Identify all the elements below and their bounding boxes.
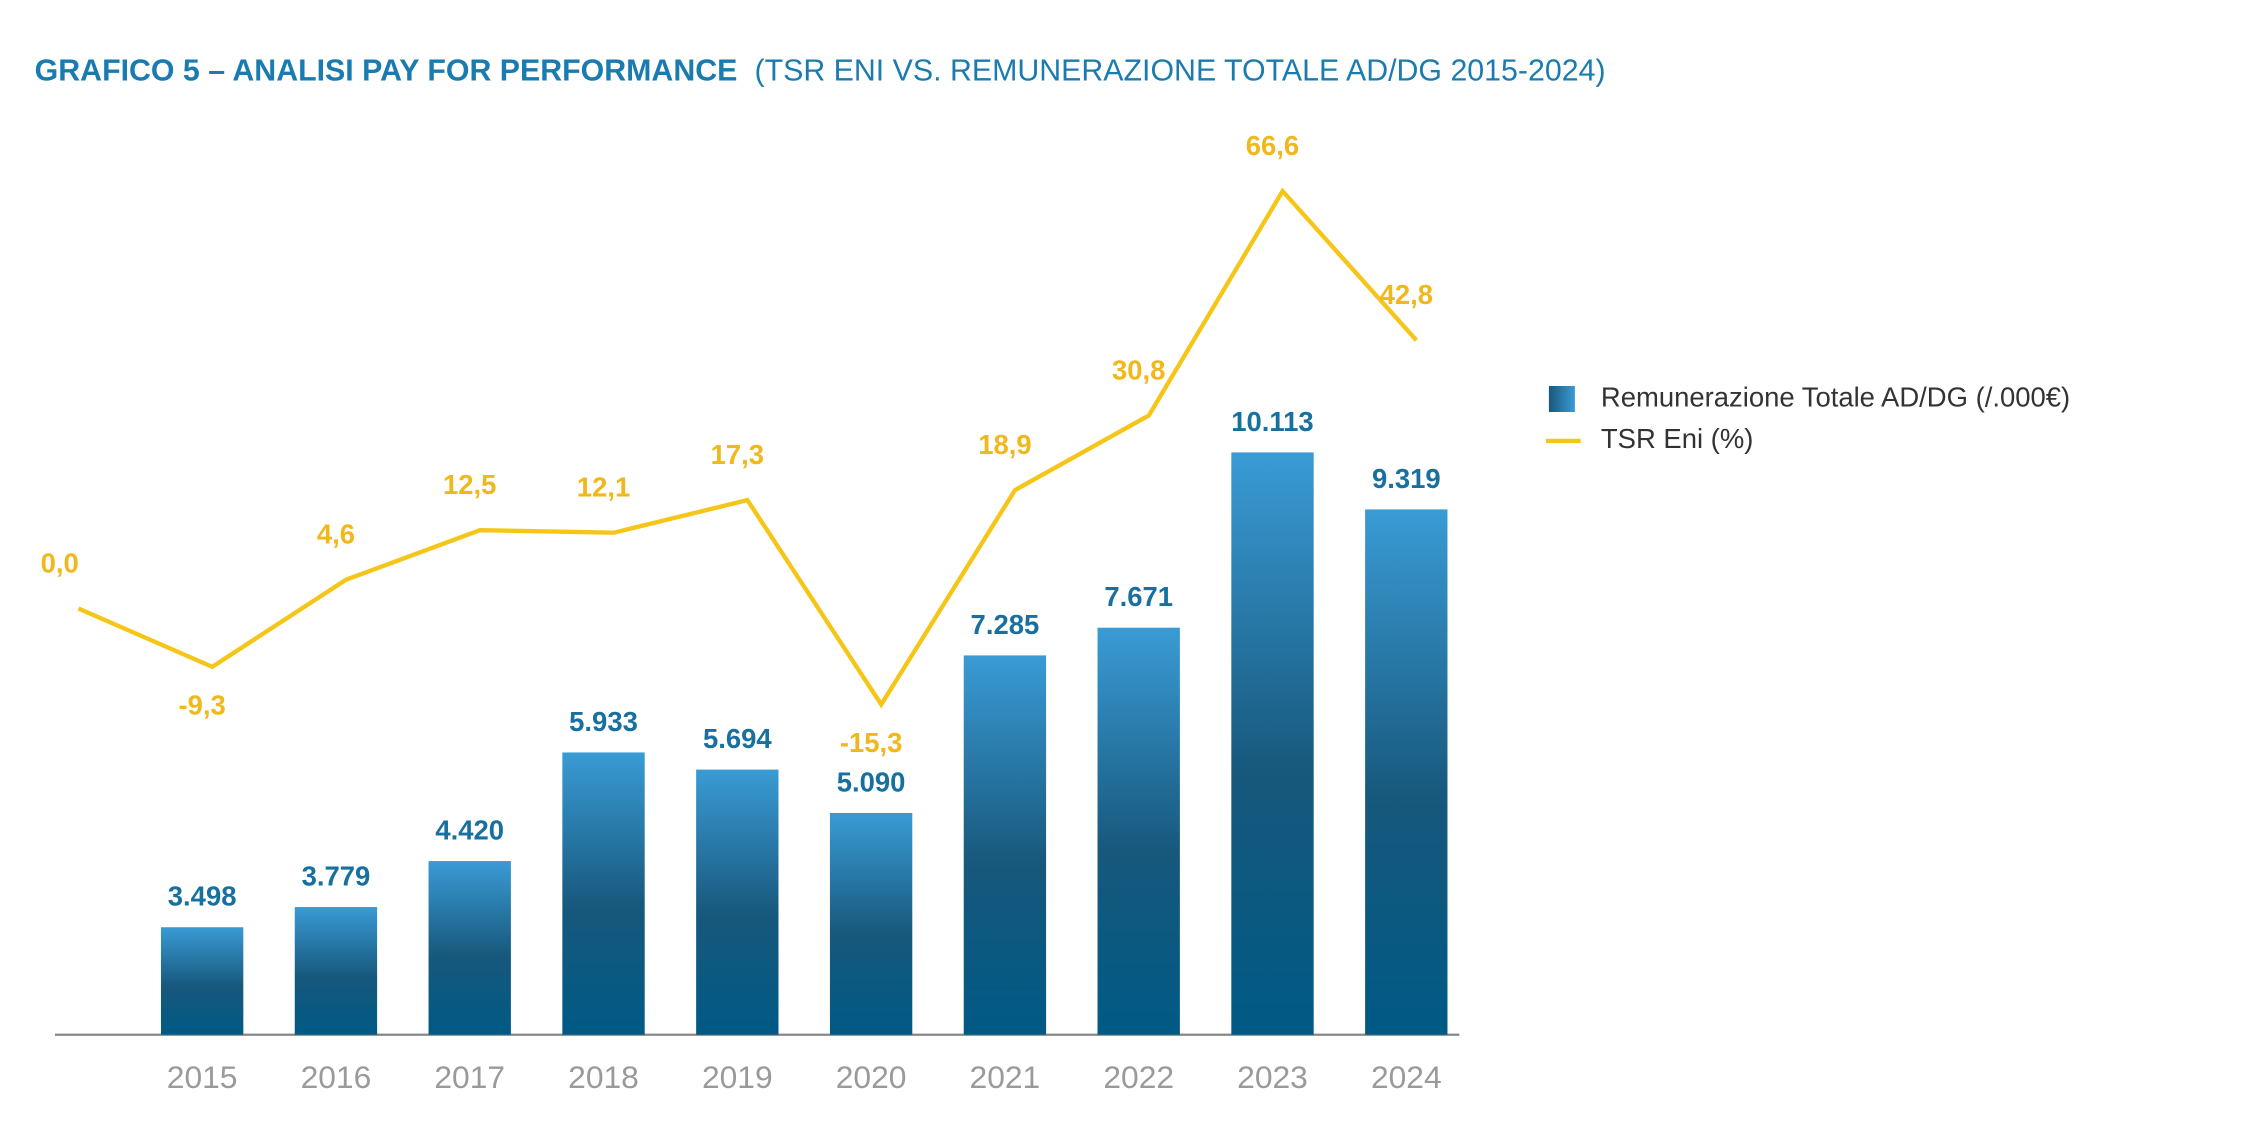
bar-value-label: 9.319 — [1372, 463, 1441, 494]
bar-value-label: 5.090 — [837, 766, 906, 797]
bar-value-label: 5.694 — [703, 723, 772, 754]
chart-heading: GRAFICO 5 – ANALISI PAY FOR PERFORMANCE … — [35, 54, 1606, 87]
bar-value-label: 7.285 — [971, 609, 1040, 640]
x-tick-label: 2017 — [434, 1059, 505, 1095]
line-value-label: 12,1 — [577, 472, 630, 503]
bar-value-label: 5.933 — [569, 706, 638, 737]
bar — [1365, 509, 1448, 1035]
line-value-label: -9,3 — [178, 690, 225, 721]
bar — [1231, 452, 1314, 1035]
x-tick-label: 2022 — [1103, 1059, 1174, 1095]
x-tick-label: 2020 — [836, 1059, 907, 1095]
x-tick-label: 2024 — [1371, 1059, 1442, 1095]
bar-value-label: 3.498 — [168, 881, 237, 912]
line-value-label: 12,5 — [443, 469, 496, 500]
line-value-label: -15,3 — [840, 727, 903, 758]
chart-subtitle: (TSR ENI VS. REMUNERAZIONE TOTALE AD/DG … — [754, 54, 1605, 87]
bar — [562, 752, 645, 1035]
line-value-label: 30,8 — [1112, 354, 1165, 385]
bar — [294, 907, 378, 1035]
bar — [160, 927, 244, 1035]
line-value-label: 17,3 — [711, 439, 764, 470]
legend-label: TSR Eni (%) — [1601, 423, 1753, 454]
bar-value-label: 3.779 — [302, 860, 371, 891]
chart-title: GRAFICO 5 – ANALISI PAY FOR PERFORMANCE — [35, 54, 738, 87]
bar — [963, 655, 1047, 1035]
line-value-label: 42,8 — [1380, 279, 1433, 310]
x-tick-label: 2023 — [1237, 1059, 1308, 1095]
bar — [428, 861, 511, 1035]
x-tick-label: 2021 — [970, 1059, 1041, 1095]
x-tick-label: 2015 — [167, 1059, 238, 1095]
legend-swatch — [1548, 386, 1575, 413]
bar — [829, 812, 913, 1035]
x-tick-label: 2019 — [702, 1059, 773, 1095]
line-value-label: 18,9 — [978, 429, 1031, 460]
x-tick-label: 2018 — [568, 1059, 639, 1095]
bar — [696, 769, 779, 1035]
bar — [1097, 627, 1180, 1035]
line-value-label: 0,0 — [41, 547, 79, 578]
legend-label: Remunerazione Totale AD/DG (/.000€) — [1601, 381, 2070, 412]
bar-value-label: 7.671 — [1104, 581, 1173, 612]
bar-value-label: 10.113 — [1231, 406, 1313, 437]
line-value-label: 4,6 — [317, 519, 355, 550]
line-series — [77, 187, 1419, 709]
line-value-label: 66,6 — [1246, 130, 1299, 161]
bar-value-label: 4.420 — [435, 814, 504, 845]
x-tick-label: 2016 — [301, 1059, 372, 1095]
